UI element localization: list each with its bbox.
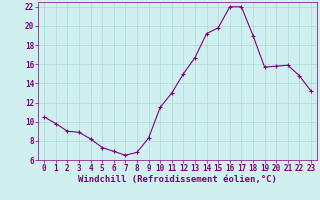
X-axis label: Windchill (Refroidissement éolien,°C): Windchill (Refroidissement éolien,°C)	[78, 175, 277, 184]
